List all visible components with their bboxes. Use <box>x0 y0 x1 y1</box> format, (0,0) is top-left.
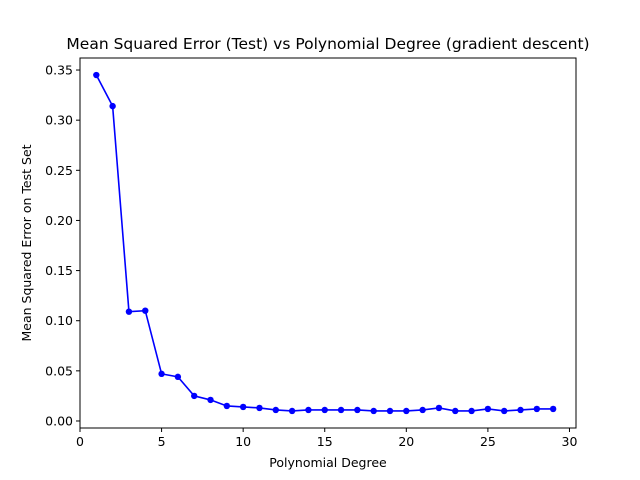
data-point <box>386 407 394 415</box>
x-tick-label: 25 <box>480 434 496 449</box>
y-tick-label: 0.25 <box>45 163 73 178</box>
data-point <box>93 71 100 79</box>
y-tick-label: 0.10 <box>45 313 73 328</box>
data-point <box>256 404 263 412</box>
x-tick-label: 10 <box>235 434 251 449</box>
x-tick-label: 15 <box>317 434 333 449</box>
data-point <box>337 406 345 414</box>
data-point <box>452 407 459 415</box>
data-point <box>484 405 492 413</box>
data-point <box>174 373 182 381</box>
data-point <box>549 405 557 413</box>
data-point <box>403 407 410 415</box>
series-line <box>95 74 554 412</box>
data-point <box>321 406 328 414</box>
y-tick-label: 0.20 <box>45 213 73 228</box>
data-point <box>305 406 312 414</box>
chart-title: Mean Squared Error (Test) vs Polynomial … <box>66 35 589 53</box>
x-axis: 0 5 10 15 20 25 30 <box>76 428 577 449</box>
data-point <box>191 392 198 400</box>
y-axis: 0.00 0.05 0.10 0.15 0.20 0.25 0.30 0.35 <box>45 63 80 428</box>
x-tick-label: 30 <box>562 434 578 449</box>
data-point <box>109 102 116 110</box>
data-points <box>93 71 557 415</box>
data-point <box>239 403 247 411</box>
x-axis-label: Polynomial Degree <box>269 455 387 470</box>
data-point <box>419 406 426 414</box>
y-tick-label: 0.05 <box>45 363 73 378</box>
data-point <box>533 405 541 413</box>
data-point <box>142 307 149 314</box>
data-point <box>223 402 231 410</box>
data-point <box>501 407 508 415</box>
data-point <box>370 407 377 415</box>
data-point <box>468 407 475 415</box>
x-tick-label: 20 <box>398 434 414 449</box>
x-tick-label: 5 <box>158 434 166 449</box>
data-point <box>517 406 524 414</box>
x-tick-label: 0 <box>76 434 84 449</box>
data-point <box>158 370 165 378</box>
data-point <box>207 396 214 404</box>
y-axis-label: Mean Squared Error on Test Set <box>19 144 34 341</box>
data-point <box>272 406 279 414</box>
y-tick-label: 0.30 <box>45 113 73 128</box>
y-tick-label: 0.00 <box>45 413 73 428</box>
data-point <box>354 406 361 414</box>
data-point <box>435 404 443 412</box>
data-point <box>125 308 133 315</box>
data-point <box>288 407 296 415</box>
plot-frame <box>79 57 577 429</box>
y-tick-label: 0.15 <box>45 263 73 278</box>
y-tick-label: 0.35 <box>45 63 73 78</box>
